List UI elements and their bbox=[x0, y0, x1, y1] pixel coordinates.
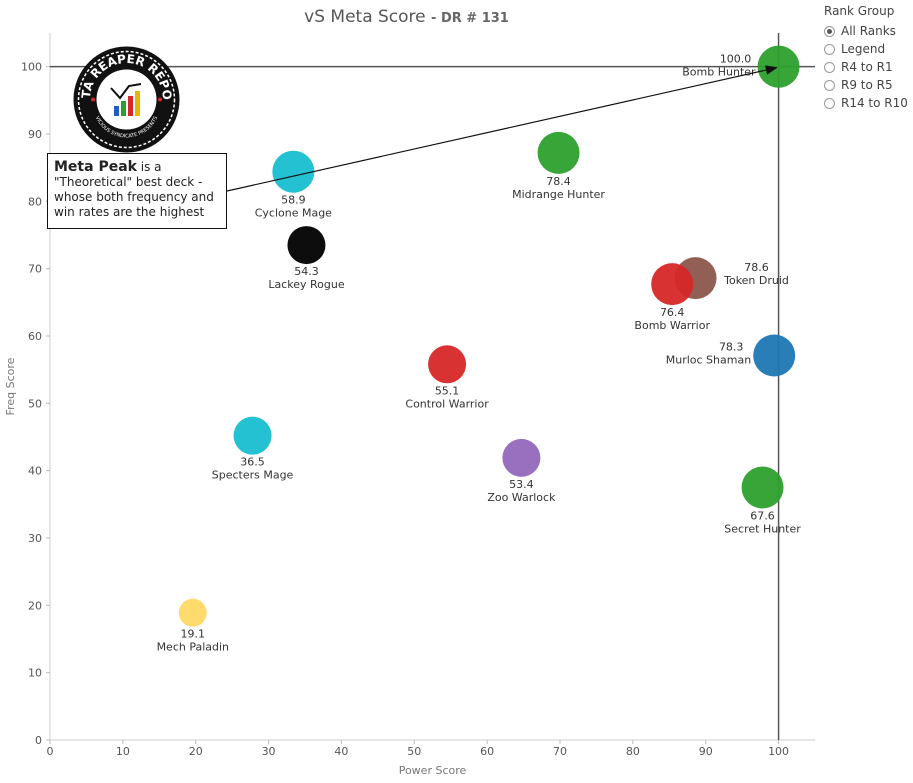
rank-option-label: All Ranks bbox=[841, 24, 896, 38]
rank-option-legend[interactable]: Legend bbox=[824, 40, 908, 58]
x-tick-label: 50 bbox=[407, 745, 421, 758]
point-name-label: Bomb Warrior bbox=[634, 319, 710, 332]
data-reaper-logo: DATA REAPER REPORT VICIOUS SYNDICATE PRE… bbox=[68, 35, 180, 153]
rank-option-all-ranks[interactable]: All Ranks bbox=[824, 22, 908, 40]
point-score-label: 78.6 bbox=[744, 261, 769, 274]
point-name-label: Midrange Hunter bbox=[512, 188, 605, 201]
x-tick-label: 0 bbox=[47, 745, 54, 758]
meta-peak-annotation: Meta Peak is a "Theoretical" best deck -… bbox=[47, 153, 227, 229]
y-tick-label: 10 bbox=[28, 667, 42, 680]
point-name-label: Control Warrior bbox=[405, 397, 489, 410]
chart-subtitle: DR # 131 bbox=[440, 11, 509, 26]
x-tick-label: 40 bbox=[334, 745, 348, 758]
point-name-label: Bomb Hunter bbox=[682, 66, 756, 79]
point-score-label: 19.1 bbox=[181, 628, 206, 641]
radio-button[interactable] bbox=[824, 25, 835, 37]
radio-button[interactable] bbox=[824, 97, 835, 109]
y-tick-label: 90 bbox=[28, 128, 42, 141]
x-axis-label: Power Score bbox=[399, 764, 467, 777]
point-score-label: 78.3 bbox=[719, 341, 744, 354]
point-score-label: 100.0 bbox=[720, 53, 752, 66]
point-name-label: Secret Hunter bbox=[724, 523, 801, 536]
point-score-label: 54.3 bbox=[294, 265, 319, 278]
point-score-label: 67.6 bbox=[750, 510, 775, 523]
point-score-label: 36.5 bbox=[240, 456, 265, 469]
chart-title: vS Meta Score - DR # 131 bbox=[304, 7, 509, 27]
radio-button[interactable] bbox=[824, 61, 835, 73]
x-tick-label: 90 bbox=[699, 745, 713, 758]
point-name-label: Mech Paladin bbox=[157, 641, 229, 654]
point-score-label: 78.4 bbox=[546, 175, 571, 188]
point-score-label: 53.4 bbox=[509, 478, 534, 491]
point-name-label: Murloc Shaman bbox=[666, 354, 751, 367]
rank-group-filter: Rank Group All Ranks Legend R4 to R1 R9 to … bbox=[824, 4, 908, 112]
point-score-label: 58.9 bbox=[281, 194, 306, 207]
x-tick-label: 60 bbox=[480, 745, 494, 758]
y-axis-label: Freq Score bbox=[4, 357, 17, 415]
annotation-text: is a "Theoretical" best deck - whose bot… bbox=[54, 160, 214, 219]
annotation-arrow bbox=[226, 65, 778, 192]
annotation-bold: Meta Peak bbox=[54, 159, 137, 175]
y-tick-label: 0 bbox=[35, 734, 42, 747]
x-tick-label: 100 bbox=[768, 745, 789, 758]
data-point[interactable] bbox=[651, 263, 694, 306]
data-point[interactable] bbox=[287, 226, 326, 265]
y-tick-label: 100 bbox=[21, 61, 42, 74]
y-tick-label: 70 bbox=[28, 263, 42, 276]
rank-option-label: R14 to R10 bbox=[841, 96, 908, 110]
rank-option-label: R9 to R5 bbox=[841, 78, 893, 92]
point-name-label: Lackey Rogue bbox=[268, 278, 345, 291]
rank-option-label: R4 to R1 bbox=[841, 60, 893, 74]
point-name-label: Cyclone Mage bbox=[255, 207, 332, 220]
rank-option-r14-to-r10[interactable]: R14 to R10 bbox=[824, 94, 908, 112]
data-point[interactable] bbox=[757, 45, 800, 88]
x-tick-label: 20 bbox=[189, 745, 203, 758]
point-score-label: 76.4 bbox=[660, 306, 685, 319]
x-tick-label: 10 bbox=[116, 745, 130, 758]
x-tick-label: 30 bbox=[262, 745, 276, 758]
radio-button[interactable] bbox=[824, 43, 835, 55]
data-point[interactable] bbox=[178, 598, 207, 627]
data-point[interactable] bbox=[537, 131, 580, 174]
chart-title-main: vS Meta Score bbox=[304, 7, 426, 27]
data-point[interactable] bbox=[233, 416, 272, 455]
data-point[interactable] bbox=[741, 466, 784, 509]
y-tick-label: 30 bbox=[28, 532, 42, 545]
rank-option-label: Legend bbox=[841, 42, 886, 56]
rank-option-r4-to-r1[interactable]: R4 to R1 bbox=[824, 58, 908, 76]
y-tick-label: 80 bbox=[28, 195, 42, 208]
data-point[interactable] bbox=[502, 438, 541, 477]
point-name-label: Token Druid bbox=[723, 274, 789, 287]
data-point[interactable] bbox=[753, 334, 796, 377]
y-tick-label: 40 bbox=[28, 465, 42, 478]
y-tick-label: 20 bbox=[28, 599, 42, 612]
data-point[interactable] bbox=[428, 345, 467, 384]
data-point[interactable] bbox=[272, 150, 315, 193]
y-tick-label: 50 bbox=[28, 397, 42, 410]
x-tick-label: 70 bbox=[553, 745, 567, 758]
point-name-label: Specters Mage bbox=[212, 469, 294, 482]
rank-option-r9-to-r5[interactable]: R9 to R5 bbox=[824, 76, 908, 94]
point-name-label: Zoo Warlock bbox=[487, 491, 556, 504]
point-score-label: 55.1 bbox=[435, 384, 460, 397]
y-tick-label: 60 bbox=[28, 330, 42, 343]
x-tick-label: 80 bbox=[626, 745, 640, 758]
rank-group-title: Rank Group bbox=[824, 4, 895, 18]
radio-button[interactable] bbox=[824, 79, 835, 91]
